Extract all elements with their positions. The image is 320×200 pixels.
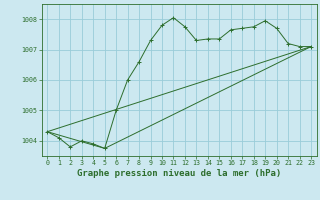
- X-axis label: Graphe pression niveau de la mer (hPa): Graphe pression niveau de la mer (hPa): [77, 169, 281, 178]
